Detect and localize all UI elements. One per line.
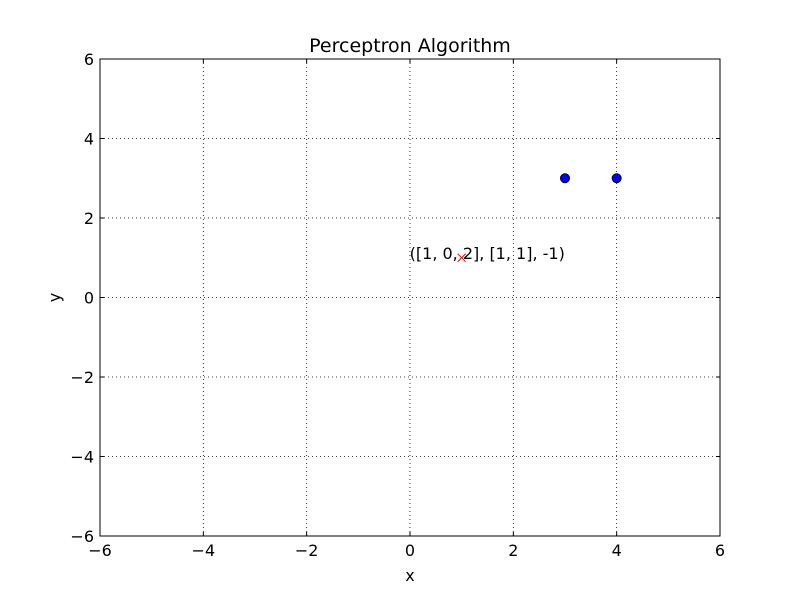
y-axis-label: y [45, 293, 64, 302]
data-point-circle [611, 173, 622, 184]
point-annotation: ([1, 0, 2], [1, 1], -1) [410, 244, 565, 263]
chart-title: Perceptron Algorithm [309, 35, 511, 57]
x-tick-label: −2 [295, 541, 319, 560]
x-tick-label: 6 [715, 541, 725, 560]
y-tick-label: 6 [84, 50, 94, 69]
x-marker-stroke [457, 253, 467, 263]
y-tick-label: 4 [84, 130, 94, 149]
x-tick-label: 2 [508, 541, 518, 560]
x-axis-label: x [405, 566, 414, 585]
x-tick-label: −6 [88, 541, 112, 560]
y-tick-label: 0 [84, 289, 94, 308]
annotations: ([1, 0, 2], [1, 1], -1) [410, 244, 565, 263]
y-tick-label: 2 [84, 209, 94, 228]
y-tick-label: −2 [70, 368, 94, 387]
x-tick-label: 4 [612, 541, 622, 560]
data-point-circle [560, 173, 570, 184]
data-points [457, 173, 622, 263]
y-tick-label: −6 [70, 527, 94, 546]
axis-ticks: −6 −4 −2 0 2 4 6 −6 −4 −2 0 2 4 6 [70, 50, 725, 560]
data-point-x-marker [457, 253, 467, 263]
x-tick-label: 0 [405, 541, 415, 560]
x-tick-label: −4 [192, 541, 216, 560]
y-tick-label: −4 [70, 448, 94, 467]
